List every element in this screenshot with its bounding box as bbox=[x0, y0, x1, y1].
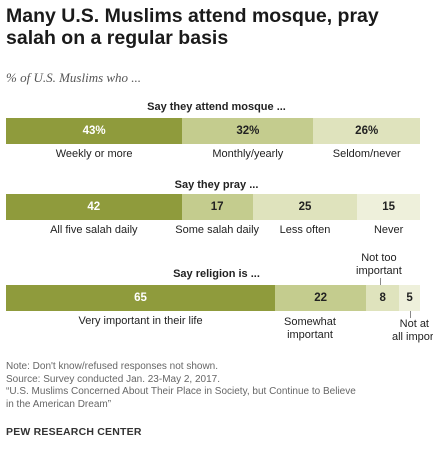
category-label: Monthly/yearly bbox=[212, 148, 284, 160]
footer-source: PEW RESEARCH CENTER bbox=[6, 426, 142, 438]
category-label: Less often bbox=[279, 224, 331, 236]
bar-segment: 8 bbox=[366, 285, 400, 311]
category-label: All five salah daily bbox=[50, 224, 138, 236]
bar-value-label: 65 bbox=[134, 292, 147, 304]
bar-segment: 5 bbox=[399, 285, 420, 311]
section-title-pray: Say they pray ... bbox=[174, 179, 259, 191]
report-title-line-1: “U.S. Muslims Concerned About Their Plac… bbox=[6, 386, 356, 397]
bar-segment: 22 bbox=[275, 285, 367, 311]
label-not-too-important: Not too important bbox=[356, 252, 402, 278]
notes: Note: Don't know/refused responses not s… bbox=[6, 361, 426, 411]
bar-value-label: 42 bbox=[87, 201, 101, 213]
label-line: Not too bbox=[361, 252, 397, 264]
bar-segment: 32% bbox=[182, 118, 314, 144]
bar-segment: 25 bbox=[252, 194, 358, 220]
label-line: important bbox=[287, 329, 333, 341]
note-text: Note: Don't know/refused responses not s… bbox=[6, 361, 219, 372]
section-title-religion: Say religion is ... bbox=[173, 268, 260, 280]
bar-value-label: 22 bbox=[314, 292, 328, 304]
category-label: Very important in their life bbox=[78, 315, 203, 327]
label-line: Not at bbox=[399, 318, 429, 330]
bar-row-mosque: 43% 32% 26% bbox=[6, 118, 420, 144]
chart-title: Many U.S. Muslims attend mosque, pray sa… bbox=[6, 5, 379, 49]
bar-segment: 65 bbox=[6, 285, 276, 311]
label-line: important bbox=[356, 265, 402, 277]
label-line: Somewhat bbox=[284, 316, 336, 328]
bar-row-pray: 42 17 25 15 bbox=[6, 194, 420, 220]
bar-segment: 15 bbox=[357, 194, 420, 220]
bar-segment: 17 bbox=[181, 194, 253, 220]
bar-segment: 26% bbox=[313, 118, 420, 144]
bar-value-label: 25 bbox=[298, 201, 312, 213]
label-line: all important bbox=[392, 331, 433, 343]
bar-value-label: 17 bbox=[210, 201, 224, 213]
bar-value-label: 43% bbox=[82, 125, 106, 137]
bar-segment: 42 bbox=[6, 194, 182, 220]
section-title-mosque: Say they attend mosque ... bbox=[147, 101, 286, 113]
label-somewhat-important: Somewhat important bbox=[284, 316, 336, 342]
label-leader-line bbox=[410, 311, 411, 318]
bar-value-label: 8 bbox=[379, 292, 386, 304]
bar-value-label: 5 bbox=[406, 292, 413, 304]
report-title-line-2: in the American Dream” bbox=[6, 398, 112, 410]
bar-value-label: 26% bbox=[355, 125, 379, 137]
category-label: Never bbox=[373, 224, 404, 236]
category-label: Some salah daily bbox=[175, 224, 260, 236]
category-label: Seldom/never bbox=[332, 148, 401, 160]
category-label: Weekly or more bbox=[55, 148, 133, 160]
bar-value-label: 15 bbox=[382, 201, 395, 213]
bar-segment: 43% bbox=[6, 118, 183, 144]
source-text: Source: Survey conducted Jan. 23-May 2, … bbox=[6, 373, 221, 385]
bar-value-label: 32% bbox=[236, 125, 260, 137]
label-not-at-all-important: Not at all important bbox=[392, 318, 433, 344]
label-leader-line bbox=[380, 278, 381, 285]
bar-row-religion: 65 22 8 5 bbox=[6, 285, 420, 311]
chart-subtitle: % of U.S. Muslims who ... bbox=[6, 70, 142, 85]
